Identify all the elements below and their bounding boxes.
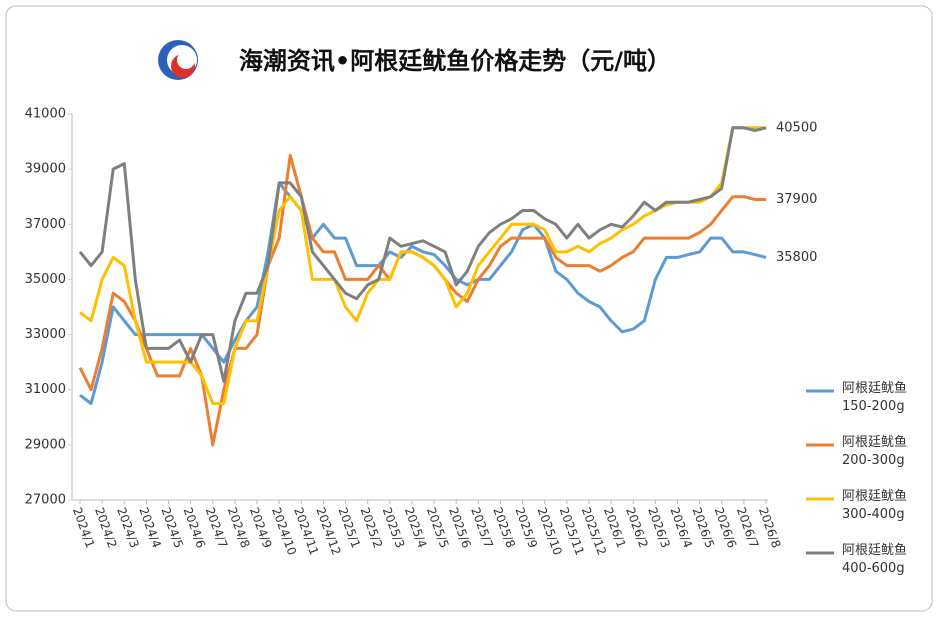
series-line (78, 126, 767, 383)
end-label: 35800 (776, 250, 817, 265)
y-tick-label: 27000 (25, 493, 66, 508)
end-label: 40500 (776, 120, 817, 135)
legend-label: 阿根廷鱿鱼 150-200g (842, 381, 908, 414)
series-line (79, 126, 766, 405)
legend-label: 阿根廷鱿鱼 400-600g (842, 543, 908, 576)
y-tick-label: 29000 (25, 437, 66, 452)
logo (158, 40, 198, 80)
y-tick-label: 31000 (25, 382, 66, 397)
y-tick-label: 35000 (25, 272, 66, 287)
y-tick-label: 41000 (25, 107, 66, 122)
y-tick-label: 39000 (25, 162, 66, 177)
y-tick-label: 33000 (25, 327, 66, 342)
legend-label: 阿根廷鱿鱼 200-300g (842, 435, 908, 468)
legend-label: 阿根廷鱿鱼 300-400g (842, 489, 908, 522)
end-label: 37900 (776, 192, 817, 207)
chart-frame (5, 5, 933, 612)
chart-title: 海潮资讯•阿根廷鱿鱼价格走势（元/吨） (239, 47, 671, 75)
y-tick-label: 37000 (25, 217, 66, 232)
series-line (79, 181, 767, 405)
